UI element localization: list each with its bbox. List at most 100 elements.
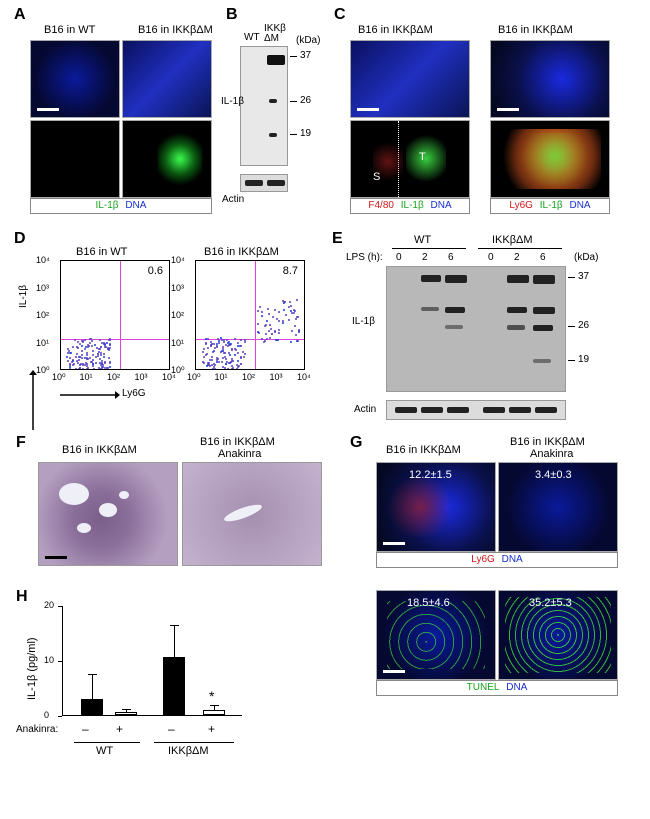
bar [163, 657, 185, 715]
axis-tick-y: 10⁴ [171, 255, 185, 265]
axis-tick-x: 10⁰ [187, 372, 201, 383]
legend-dna: DNA [429, 200, 454, 211]
panel-g-title-left: B16 in IKKβΔM [386, 444, 461, 456]
panel-g-bot-right-val: 35.2±5.3 [529, 597, 572, 609]
ly6g-signal-icon [385, 477, 455, 537]
panel-h-group-wt: WT [96, 745, 113, 757]
axis-tick-x: 10⁴ [297, 372, 311, 382]
blot-band-icon [269, 133, 277, 137]
axis-tick-x: 10⁰ [52, 372, 66, 383]
panel-g-top-right-val: 3.4±0.3 [535, 469, 572, 481]
panel-c-img-c1r2: S T [350, 120, 470, 198]
scale-bar-icon [497, 108, 519, 111]
panel-f-img-right [182, 462, 322, 566]
panel-d-y-arrow [27, 370, 39, 433]
axis-tick-y: 0 [44, 710, 49, 720]
panel-c-col1-title: B16 in IKKβΔM [358, 24, 433, 36]
axis-tick-y: 10³ [36, 283, 49, 293]
anakinra-sign: – [168, 722, 175, 736]
il1b-signal-icon [503, 133, 597, 185]
axis-tick-y: 10² [36, 310, 49, 320]
axis-tick-x: 10⁴ [162, 372, 176, 382]
axis-tick-y: 10³ [171, 283, 184, 293]
panel-e-time: 6 [540, 252, 546, 263]
legend-ly6g: Ly6G [507, 200, 535, 211]
panel-b-actin-label: Actin [222, 194, 244, 205]
panel-c-col2-title: B16 in IKKβΔM [498, 24, 573, 36]
panel-e-group-wt: WT [414, 234, 431, 246]
bar [81, 699, 103, 716]
panel-b-actin-blot [240, 174, 288, 192]
scale-bar-icon [383, 670, 405, 673]
panel-a-title-right: B16 in IKKβΔM [138, 24, 213, 36]
panel-a-legend: IL-1β DNA [30, 198, 212, 214]
scale-bar-icon [383, 542, 405, 545]
panel-e-actin-label: Actin [354, 404, 376, 415]
panel-a-img-bot-right [122, 120, 212, 198]
error-bar-icon [174, 626, 175, 656]
panel-g-title-right2: Anakinra [530, 448, 573, 460]
panel-d-title-left: B16 in WT [76, 246, 127, 258]
error-bar-icon [92, 675, 93, 698]
blot-band-icon [245, 180, 263, 186]
panel-d-left-pct: 0.6 [148, 265, 163, 277]
legend-il1b: IL-1β [94, 200, 121, 211]
scale-bar-icon [357, 108, 379, 111]
panel-d-right-pct: 8.7 [283, 265, 298, 277]
anakinra-sign: + [208, 722, 215, 736]
panel-e-time: 0 [488, 252, 494, 263]
panel-f-title-right2: Anakinra [218, 448, 261, 460]
panel-g-top-left-val: 12.2±1.5 [409, 469, 452, 481]
scale-bar-icon [37, 108, 59, 111]
kda-26: 26 [300, 95, 311, 106]
panel-b-label: B [226, 6, 238, 24]
panel-f-label: F [16, 434, 26, 452]
significance-star: * [209, 688, 214, 704]
panel-d-title-right: B16 in IKKβΔM [204, 246, 279, 258]
kda-37: 37 [300, 50, 311, 61]
panel-g-bot-left: 18.5±4.6 [376, 590, 496, 680]
anakinra-sign: – [82, 722, 89, 736]
panel-c-label: C [334, 6, 346, 24]
axis-tick-y: 10² [171, 310, 184, 320]
panel-d-y-label: IL-1β [18, 285, 29, 308]
error-bar-icon [214, 706, 215, 710]
axis-tick-y: 10 [44, 655, 54, 665]
scatter-dots-icon [61, 261, 169, 369]
panel-c-img-c2r1 [490, 40, 610, 118]
axis-tick-y: 10¹ [171, 338, 184, 348]
panel-h-group-ikk: IKKβΔM [168, 745, 209, 757]
panel-f-img-left [38, 462, 178, 566]
bar [203, 710, 225, 715]
panel-e-lps-label: LPS (h): [346, 252, 383, 263]
panel-c-img-c2r2 [490, 120, 610, 198]
panel-a-img-bot-left [30, 120, 120, 198]
panel-d-scatter-right: 8.7 [195, 260, 305, 370]
panel-g-bot-right: 35.2±5.3 [498, 590, 618, 680]
panel-b-kda-label: (kDa) [296, 35, 320, 46]
panel-h-label: H [16, 588, 28, 606]
blot-band-icon [269, 99, 277, 103]
axis-tick-y: 10¹ [36, 338, 49, 348]
panel-d-scatter-left: 0.6 [60, 260, 170, 370]
bar [115, 712, 137, 715]
legend-f480: F4/80 [366, 200, 396, 211]
panel-e-group-ikk: IKKβΔM [492, 234, 533, 246]
legend-il1b: IL-1β [399, 200, 426, 211]
scatter-dots-icon [196, 261, 304, 369]
legend-il1b: IL-1β [538, 200, 565, 211]
panel-g-title-right1: B16 in IKKβΔM [510, 436, 585, 448]
panel-b-row-il1b: IL-1β [221, 96, 244, 107]
panel-b-lane-ikk: IKKβΔM [264, 24, 286, 44]
panel-e-blot [386, 266, 566, 392]
panel-h-y-label: IL-1β (pg/ml) [26, 637, 38, 700]
panel-e-label: E [332, 230, 343, 248]
kda-37: 37 [578, 271, 589, 282]
scale-bar-icon [45, 556, 67, 559]
legend-tunel: TUNEL [465, 682, 502, 693]
panel-c-legend2: Ly6G IL-1β DNA [490, 198, 610, 214]
il1b-signal-icon [406, 131, 446, 186]
panel-g-top-legend: Ly6G DNA [376, 552, 618, 568]
panel-d-x-label: Ly6G [122, 388, 146, 399]
kda-19: 19 [300, 128, 311, 139]
